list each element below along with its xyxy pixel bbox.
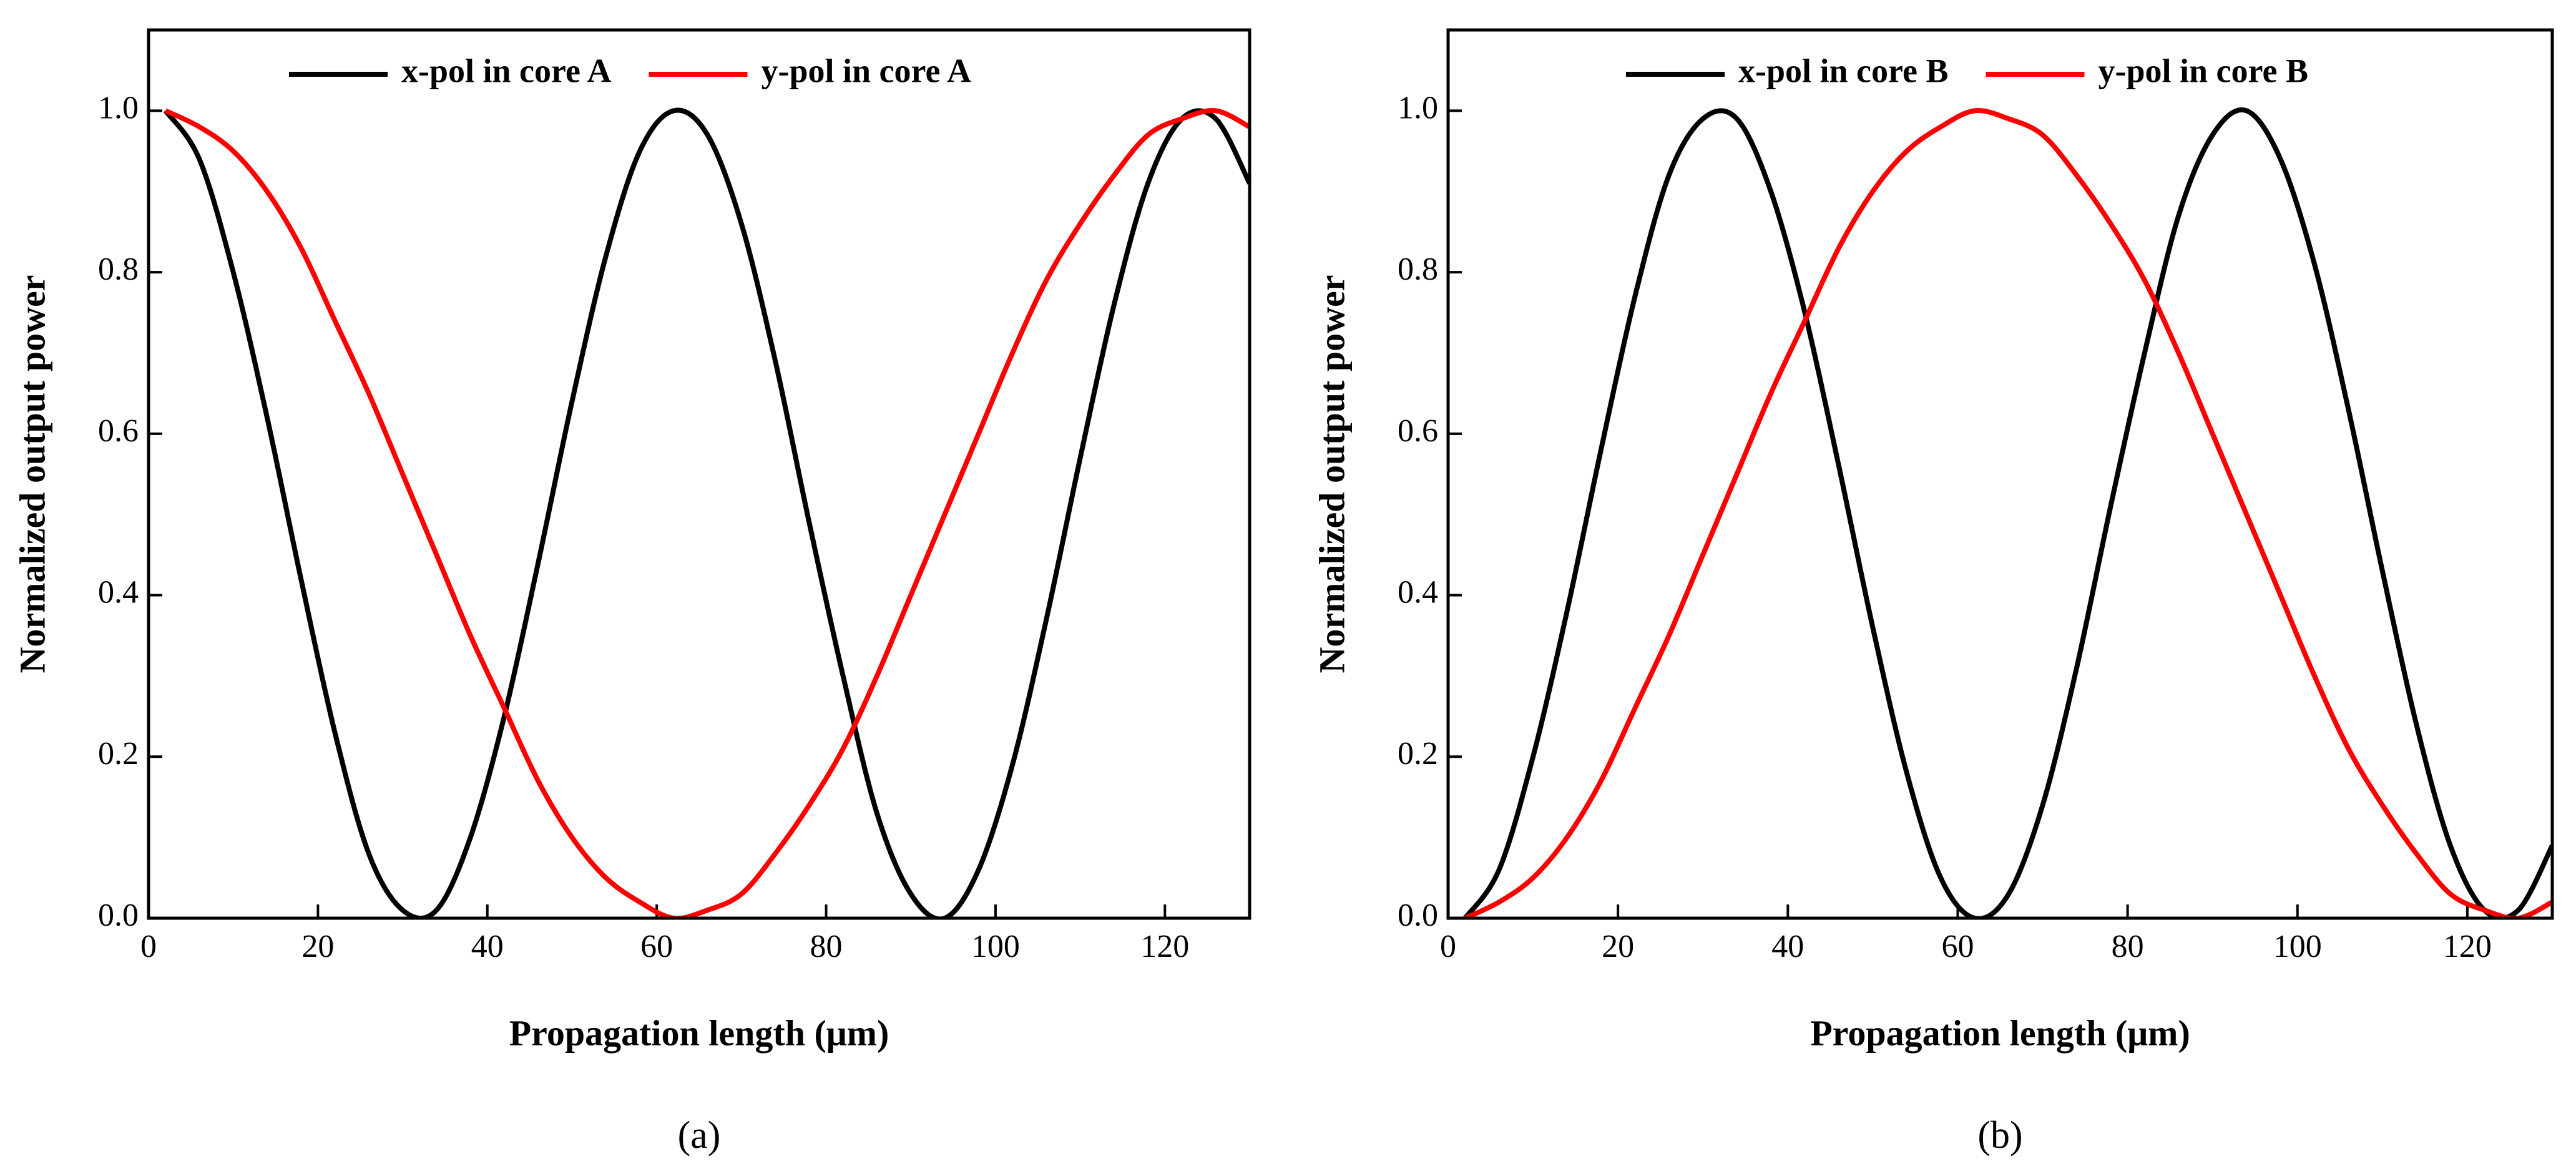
legend-text: x-pol in core B [1738,52,1949,89]
legend-text: y-pol in core A [762,52,972,89]
x-tick-label: 120 [1140,929,1189,964]
y-tick-label: 0.8 [1398,252,1438,287]
series-line [164,108,1250,918]
caption: (a) [678,1114,721,1157]
x-tick-label: 80 [2112,929,2144,964]
x-axis-label: Propagation length (μm) [1810,1012,2190,1053]
y-axis-label: Normalized output power [12,275,52,674]
plot-frame [147,28,1251,920]
caption: (b) [1977,1114,2022,1157]
y-axis-label: Normalized output power [1311,275,1352,674]
x-tick-label: 80 [810,929,843,964]
x-tick-label: 100 [971,929,1020,964]
y-tick-label: 0.0 [1398,898,1438,933]
y-tick-label: 0.8 [98,252,139,287]
legend-text: x-pol in core A [401,52,612,89]
x-tick-label: 0 [1440,929,1456,964]
x-tick-label: 40 [1771,929,1804,964]
series-line [163,107,1250,918]
legend-text: y-pol in core B [2099,52,2309,89]
x-tick-label: 60 [640,929,673,964]
y-tick-label: 0.6 [1398,413,1438,449]
y-tick-label: 1.0 [1398,90,1438,125]
x-tick-label: 20 [1602,929,1634,964]
y-tick-label: 0.0 [98,898,139,933]
series-line [1464,108,2552,918]
y-tick-label: 1.0 [98,90,139,125]
x-tick-label: 0 [140,929,157,964]
x-tick-label: 120 [2443,929,2492,964]
x-axis-label: Propagation length (μm) [509,1012,889,1053]
x-tick-label: 40 [471,929,504,964]
x-tick-label: 60 [1941,929,1974,964]
y-tick-label: 0.2 [1398,736,1438,772]
y-tick-label: 0.4 [98,574,139,610]
x-tick-label: 20 [301,929,334,964]
y-tick-label: 0.6 [98,413,139,449]
x-tick-label: 100 [2273,929,2322,964]
plot-frame [1446,28,2554,920]
y-tick-label: 0.2 [98,736,139,772]
y-tick-label: 0.4 [1398,574,1438,610]
series-line [1462,107,2552,918]
